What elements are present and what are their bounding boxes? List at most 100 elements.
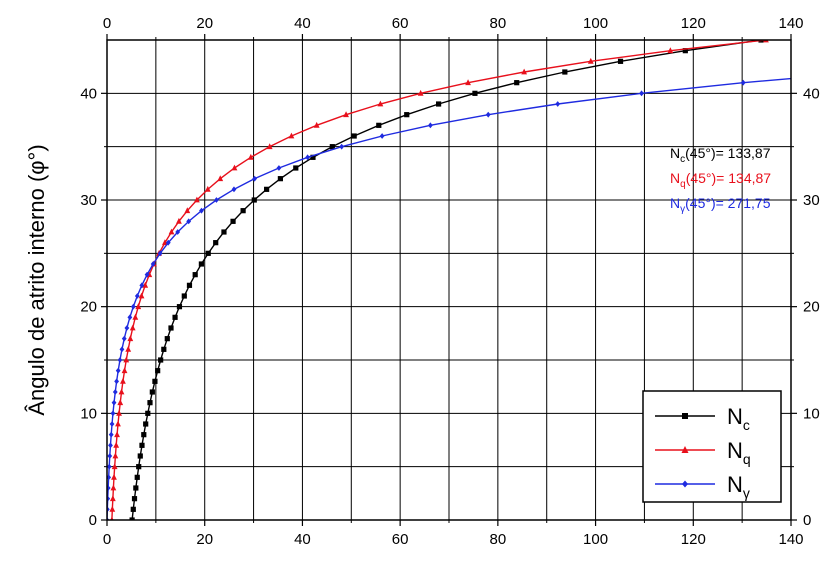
data-point bbox=[141, 432, 147, 438]
data-point bbox=[205, 250, 211, 256]
data-point bbox=[117, 399, 124, 406]
data-point bbox=[217, 175, 224, 182]
data-point bbox=[172, 314, 178, 320]
x-tick-label-top: 20 bbox=[196, 15, 213, 32]
x-tick-label-top: 140 bbox=[778, 15, 803, 32]
data-point bbox=[465, 79, 471, 86]
data-point bbox=[139, 442, 145, 448]
data-point bbox=[214, 197, 219, 203]
y-tick-label-left: 10 bbox=[80, 405, 97, 422]
data-point bbox=[485, 111, 491, 118]
data-point bbox=[165, 239, 171, 246]
data-point bbox=[266, 143, 273, 150]
data-point bbox=[587, 57, 594, 64]
y-axis-label: Ângulo de atrito interno (φ°) bbox=[24, 144, 49, 415]
legend-marker bbox=[682, 480, 688, 488]
data-point bbox=[109, 505, 116, 512]
data-point bbox=[107, 474, 112, 481]
data-point bbox=[136, 464, 142, 470]
data-point bbox=[168, 228, 175, 235]
data-point bbox=[164, 336, 170, 342]
legend-label: Nq bbox=[727, 438, 751, 467]
annotation-value: (45°)= 133,87 bbox=[685, 145, 771, 161]
data-point bbox=[131, 496, 138, 502]
data-point bbox=[112, 452, 119, 459]
series-line bbox=[131, 40, 762, 520]
data-point bbox=[186, 282, 193, 288]
data-point bbox=[134, 474, 140, 480]
data-point bbox=[617, 58, 624, 64]
data-point bbox=[129, 324, 136, 331]
data-point bbox=[133, 485, 139, 491]
data-point bbox=[130, 303, 136, 310]
data-point bbox=[107, 485, 111, 491]
series-c-group bbox=[129, 40, 764, 520]
data-point bbox=[114, 378, 120, 385]
data-point bbox=[161, 346, 167, 352]
data-point bbox=[758, 40, 764, 43]
data-point bbox=[213, 240, 219, 246]
data-point bbox=[111, 473, 117, 480]
data-point bbox=[110, 410, 116, 417]
data-point bbox=[521, 68, 528, 75]
data-point bbox=[247, 153, 254, 160]
data-point bbox=[108, 442, 113, 449]
data-point bbox=[305, 154, 311, 161]
data-point bbox=[555, 101, 561, 107]
data-point bbox=[150, 261, 156, 267]
data-point bbox=[157, 250, 163, 257]
series-q-group bbox=[109, 40, 769, 520]
legend-label: Nc bbox=[727, 404, 750, 433]
data-point bbox=[109, 495, 116, 502]
data-point bbox=[158, 357, 164, 363]
x-tick-label-bottom: 40 bbox=[294, 531, 311, 548]
y-tick-label-left: 30 bbox=[80, 192, 97, 209]
data-point bbox=[130, 506, 136, 512]
x-tick-label-bottom: 100 bbox=[583, 531, 608, 548]
x-tick-label-bottom: 0 bbox=[103, 531, 111, 548]
data-point bbox=[204, 185, 211, 192]
data-point bbox=[127, 314, 133, 321]
data-point bbox=[132, 313, 139, 320]
series-γ-group bbox=[107, 77, 791, 520]
annotation-text: Nq(45°)= 134,87 bbox=[670, 170, 771, 190]
data-point bbox=[123, 356, 130, 363]
data-point bbox=[252, 175, 258, 182]
data-point bbox=[139, 282, 145, 289]
y-tick-label-right: 10 bbox=[803, 405, 820, 422]
y-tick-label-left: 20 bbox=[80, 299, 97, 316]
series-line bbox=[111, 40, 767, 520]
data-point bbox=[417, 89, 424, 96]
data-point bbox=[351, 133, 357, 139]
y-tick-label-left: 0 bbox=[89, 512, 97, 529]
y-tick-label-right: 20 bbox=[803, 299, 820, 316]
data-point bbox=[168, 325, 174, 331]
data-point bbox=[119, 346, 125, 353]
legend-label-main: N bbox=[727, 472, 743, 497]
data-point bbox=[230, 218, 236, 224]
data-point bbox=[115, 420, 121, 427]
data-point bbox=[343, 111, 349, 118]
data-point bbox=[221, 229, 227, 235]
annotation-subscript: γ bbox=[680, 204, 685, 215]
data-point bbox=[198, 261, 204, 267]
data-point bbox=[116, 409, 122, 416]
annotation-main: N bbox=[670, 195, 680, 211]
data-point bbox=[264, 186, 270, 192]
data-point bbox=[155, 368, 161, 374]
series-line bbox=[107, 77, 791, 520]
data-point bbox=[113, 441, 120, 448]
data-point bbox=[108, 431, 114, 438]
x-tick-label-bottom: 60 bbox=[392, 531, 409, 548]
data-point bbox=[111, 463, 118, 470]
annotation-subscript: q bbox=[680, 179, 686, 190]
annotation-subscript: c bbox=[680, 154, 685, 165]
x-tick-label-top: 60 bbox=[392, 15, 409, 32]
legend-label: Nγ bbox=[727, 472, 750, 501]
y-tick-label-right: 30 bbox=[803, 192, 820, 209]
x-tick-label-top: 80 bbox=[490, 15, 507, 32]
series-layer bbox=[107, 40, 791, 520]
data-point bbox=[562, 69, 568, 75]
